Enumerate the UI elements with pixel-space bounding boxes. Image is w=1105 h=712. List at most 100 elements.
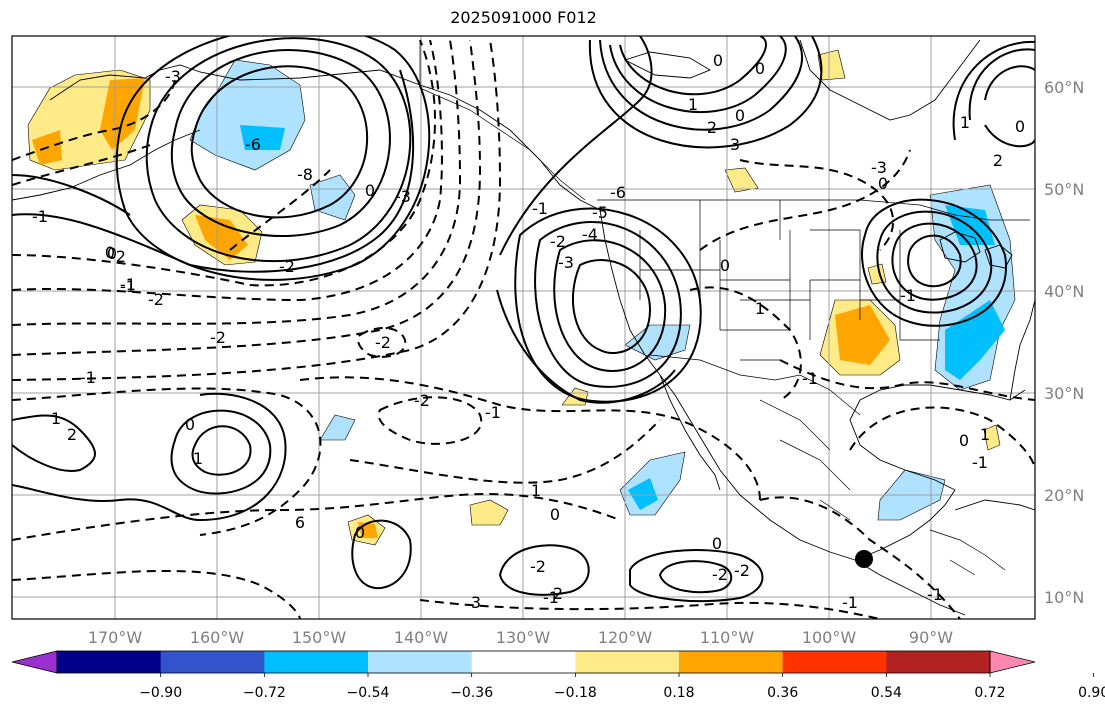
contour-label: 1 — [193, 449, 203, 468]
contour-label: -8 — [297, 165, 313, 184]
contour-label: -1 — [32, 207, 48, 226]
contour-solid — [658, 560, 733, 594]
contour-dashed — [779, 359, 1035, 401]
coast-hudson — [799, 39, 981, 121]
longitude-label: 140°W — [394, 628, 449, 647]
contour-solid — [498, 544, 590, 596]
contour-label: -1 — [485, 403, 501, 422]
contour-label: 3 — [730, 135, 740, 154]
contour-label: 1 — [51, 409, 61, 428]
latitude-label: 10°N — [1044, 588, 1084, 607]
contour-label: -2 — [279, 257, 295, 276]
contour-solid — [588, 36, 823, 149]
contour-label: 0 — [735, 106, 745, 125]
contour-label: -1 — [927, 585, 943, 604]
colorbar-tick-label: 0.90 — [1078, 685, 1105, 701]
colorbar-segment — [264, 651, 369, 673]
coast-alaska — [49, 64, 601, 211]
coast-aleutians — [12, 129, 201, 201]
contour-label: 0 — [1015, 117, 1025, 136]
coast-central-america — [854, 559, 966, 616]
longitude-label: 120°W — [598, 628, 653, 647]
colorbar-tick-label: −0.36 — [450, 685, 493, 701]
coast-baja — [659, 374, 721, 491]
negative-anomaly-baja-core — [628, 478, 658, 510]
longitude-label: 130°W — [496, 628, 551, 647]
contour-label: -2 — [734, 561, 750, 580]
contour-solid — [351, 519, 412, 590]
contour-label: -2 — [530, 557, 546, 576]
contour-dashed — [759, 496, 961, 619]
contour-solid — [190, 65, 369, 219]
negative-anomaly-hawaii — [319, 414, 356, 441]
contour-solid — [891, 222, 978, 301]
contour-dashed — [12, 387, 322, 536]
contour-solid — [629, 549, 764, 603]
positive-anomaly-gulf — [983, 424, 1001, 451]
contour-label: 3 — [471, 593, 481, 612]
negative-anomaly-east-us-core — [945, 300, 1005, 380]
contour-solid — [609, 36, 787, 114]
longitude-labels: 170°W 160°W 150°W 140°W 130°W 120°W 110°W 100°W… — [88, 628, 953, 647]
figure-title: 2025091000 F012 — [450, 8, 597, 27]
contour-solid — [553, 239, 667, 372]
negative-anomaly-bering-core — [240, 125, 285, 150]
latitude-label: 40°N — [1044, 282, 1084, 301]
colorbar-frame — [56, 650, 991, 674]
colorbar: −0.90 −0.72 −0.54 −0.36 −0.18 0.18 0.36 0.54 0.7… — [11, 650, 1105, 701]
coast-mexico-gulf — [849, 384, 1026, 561]
graticule — [12, 36, 1035, 619]
contour-dashed — [689, 286, 802, 401]
contour-solid — [499, 36, 653, 256]
contour-solid — [876, 210, 993, 314]
contour-label: 1 — [531, 481, 541, 500]
contour-solid — [619, 36, 767, 96]
colorbar-segment — [575, 651, 680, 673]
colorbar-segment — [471, 651, 576, 673]
mexico-states — [759, 399, 851, 521]
contour-solid — [115, 36, 431, 281]
contour-label: 1 — [980, 425, 990, 444]
coast-east-us — [1009, 299, 1035, 401]
contour-solid — [907, 234, 962, 288]
colorbar-tick-label: 0.36 — [767, 685, 798, 701]
longitude-label: 150°W — [292, 628, 347, 647]
contour-dashed — [357, 327, 407, 358]
contour-solid — [952, 40, 1035, 141]
contour-dashed — [12, 493, 621, 541]
contour-solid — [170, 49, 391, 237]
contour-label: 2 — [67, 425, 77, 444]
contour-dashed — [349, 419, 661, 484]
contour-label: -3 — [395, 187, 411, 206]
colorbar-tick-label: 0.72 — [974, 685, 1005, 701]
longitude-label: 170°W — [88, 628, 143, 647]
contour-solid — [984, 124, 1035, 148]
border-us-mexico — [649, 354, 861, 416]
contour-solid — [12, 392, 287, 522]
contour-label: 0 — [878, 174, 888, 193]
longitude-label: 160°W — [190, 628, 245, 647]
contour-solid — [12, 414, 96, 472]
colorbar-extend-low — [11, 650, 58, 674]
contour-dashed — [739, 159, 894, 251]
contour-label: 2 — [553, 584, 563, 603]
contour-label: -2 — [550, 232, 566, 251]
contour-solid — [191, 425, 252, 476]
colorbar-extend-high — [989, 650, 1036, 674]
contour-solid — [968, 48, 1035, 121]
contour-dashed — [12, 39, 462, 326]
contour-label: 0 — [365, 181, 375, 200]
latitude-label: 60°N — [1044, 78, 1084, 97]
contour-dashed — [849, 406, 1035, 471]
contour-dashed — [299, 376, 761, 501]
colorbar-tick-label: −0.54 — [347, 685, 390, 701]
contour-label: 0 — [755, 59, 765, 78]
contour-label: 0 — [185, 415, 195, 434]
map-frame — [11, 35, 1036, 620]
storm-center-dot — [855, 550, 873, 568]
contour-solid — [572, 259, 652, 355]
latitude-labels: 60°N 50°N 40°N 30°N 20°N 10°N — [1044, 78, 1084, 607]
colorbar-tick-label: 0.18 — [663, 685, 694, 701]
